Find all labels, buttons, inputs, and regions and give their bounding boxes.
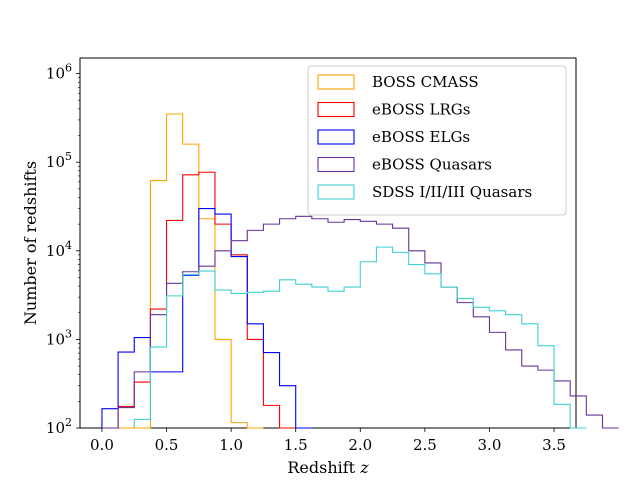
legend-entries: BOSS CMASS eBOSS LRGs eBOSS ELGs eBOSS Quas… (317, 73, 532, 201)
legend-label: BOSS CMASS (372, 73, 479, 91)
histogram-outline (101, 207, 312, 429)
legend-entry: eBOSS Quasars (317, 156, 492, 174)
histogram-bin (570, 396, 586, 428)
histogram-bin (425, 274, 441, 428)
x-axis-label-var: z (359, 458, 369, 477)
histogram-bin (393, 252, 409, 428)
histogram-bin (554, 404, 570, 428)
legend-label: eBOSS ELGs (372, 128, 470, 146)
legend-entry: eBOSS ELGs (317, 128, 470, 146)
series-3 (101, 215, 619, 429)
histogram-bin (344, 287, 360, 428)
x-tick-label: 1.0 (219, 436, 243, 454)
histogram-bin (215, 290, 231, 428)
histogram-bin (360, 262, 376, 428)
y-tick-label: 105 (46, 150, 72, 171)
histogram-bin (134, 419, 150, 428)
histogram-bin (312, 287, 328, 428)
histogram-bin (409, 265, 425, 428)
histogram-bin (473, 307, 489, 428)
histogram-bin (231, 293, 247, 428)
legend-label: SDSS I/II/III Quasars (372, 183, 532, 201)
y-tick-label: 106 (46, 62, 72, 83)
histogram-bin (183, 275, 199, 428)
x-tick-label: 0.5 (155, 436, 179, 454)
histogram-bin (280, 280, 296, 428)
histogram-bin (167, 296, 183, 428)
y-tick-label: 102 (46, 416, 72, 437)
histogram-bin (506, 315, 522, 428)
x-tick-label: 2.5 (413, 436, 437, 454)
x-axis-ticks: 0.0 0.5 1.0 1.5 2.0 2.5 3.0 3.5 (90, 428, 566, 454)
legend-entry: SDSS I/II/III Quasars (317, 183, 532, 201)
legend-entry: eBOSS LRGs (317, 101, 470, 119)
y-tick-label: 104 (46, 239, 72, 260)
y-axis-ticks: 102 103 104 105 106 (46, 62, 80, 437)
series-layer (101, 113, 619, 429)
histogram-bin (199, 271, 215, 428)
y-axis-label: Number of redshifts (21, 161, 40, 325)
legend-swatch (317, 101, 355, 118)
x-axis-label: Redshift z (287, 458, 369, 477)
histogram-bin (441, 287, 457, 428)
x-tick-label: 1.5 (284, 436, 308, 454)
series-4 (133, 246, 587, 429)
legend-swatch (317, 156, 355, 173)
histogram-bin (118, 408, 134, 428)
x-tick-label: 3.0 (478, 436, 502, 454)
legend-label: eBOSS LRGs (372, 101, 470, 119)
histogram-outline (101, 113, 264, 429)
histogram-bin (522, 324, 538, 428)
histogram-bin (296, 284, 312, 428)
histogram-bin (586, 415, 602, 428)
x-tick-label: 2.0 (348, 436, 372, 454)
series-2 (101, 207, 312, 429)
plot-frame (79, 57, 577, 429)
histogram-bin (538, 346, 554, 428)
legend-swatch (317, 74, 355, 90)
histogram-bin (102, 409, 118, 428)
legend-entry: BOSS CMASS (317, 73, 479, 91)
histogram-outline (133, 246, 587, 429)
histogram-bin (150, 347, 166, 428)
histogram-bin (247, 292, 263, 428)
histogram-outline (101, 215, 619, 429)
y-tick-label: 103 (46, 327, 72, 348)
legend-swatch (317, 129, 355, 145)
histogram-bin (328, 291, 344, 428)
histogram-bin (457, 298, 473, 428)
x-axis-label-text: Redshift (287, 458, 355, 477)
x-tick-label: 3.5 (542, 436, 566, 454)
series-0 (101, 113, 264, 429)
histogram-bin (263, 291, 279, 428)
histogram-bin (376, 247, 392, 428)
legend-frame (307, 65, 567, 216)
legend-label: eBOSS Quasars (372, 156, 492, 174)
legend: BOSS CMASS eBOSS LRGs eBOSS ELGs eBOSS Quas… (307, 65, 567, 216)
histogram-bin (489, 311, 505, 428)
x-tick-label: 0.0 (90, 436, 114, 454)
legend-swatch (317, 184, 355, 200)
